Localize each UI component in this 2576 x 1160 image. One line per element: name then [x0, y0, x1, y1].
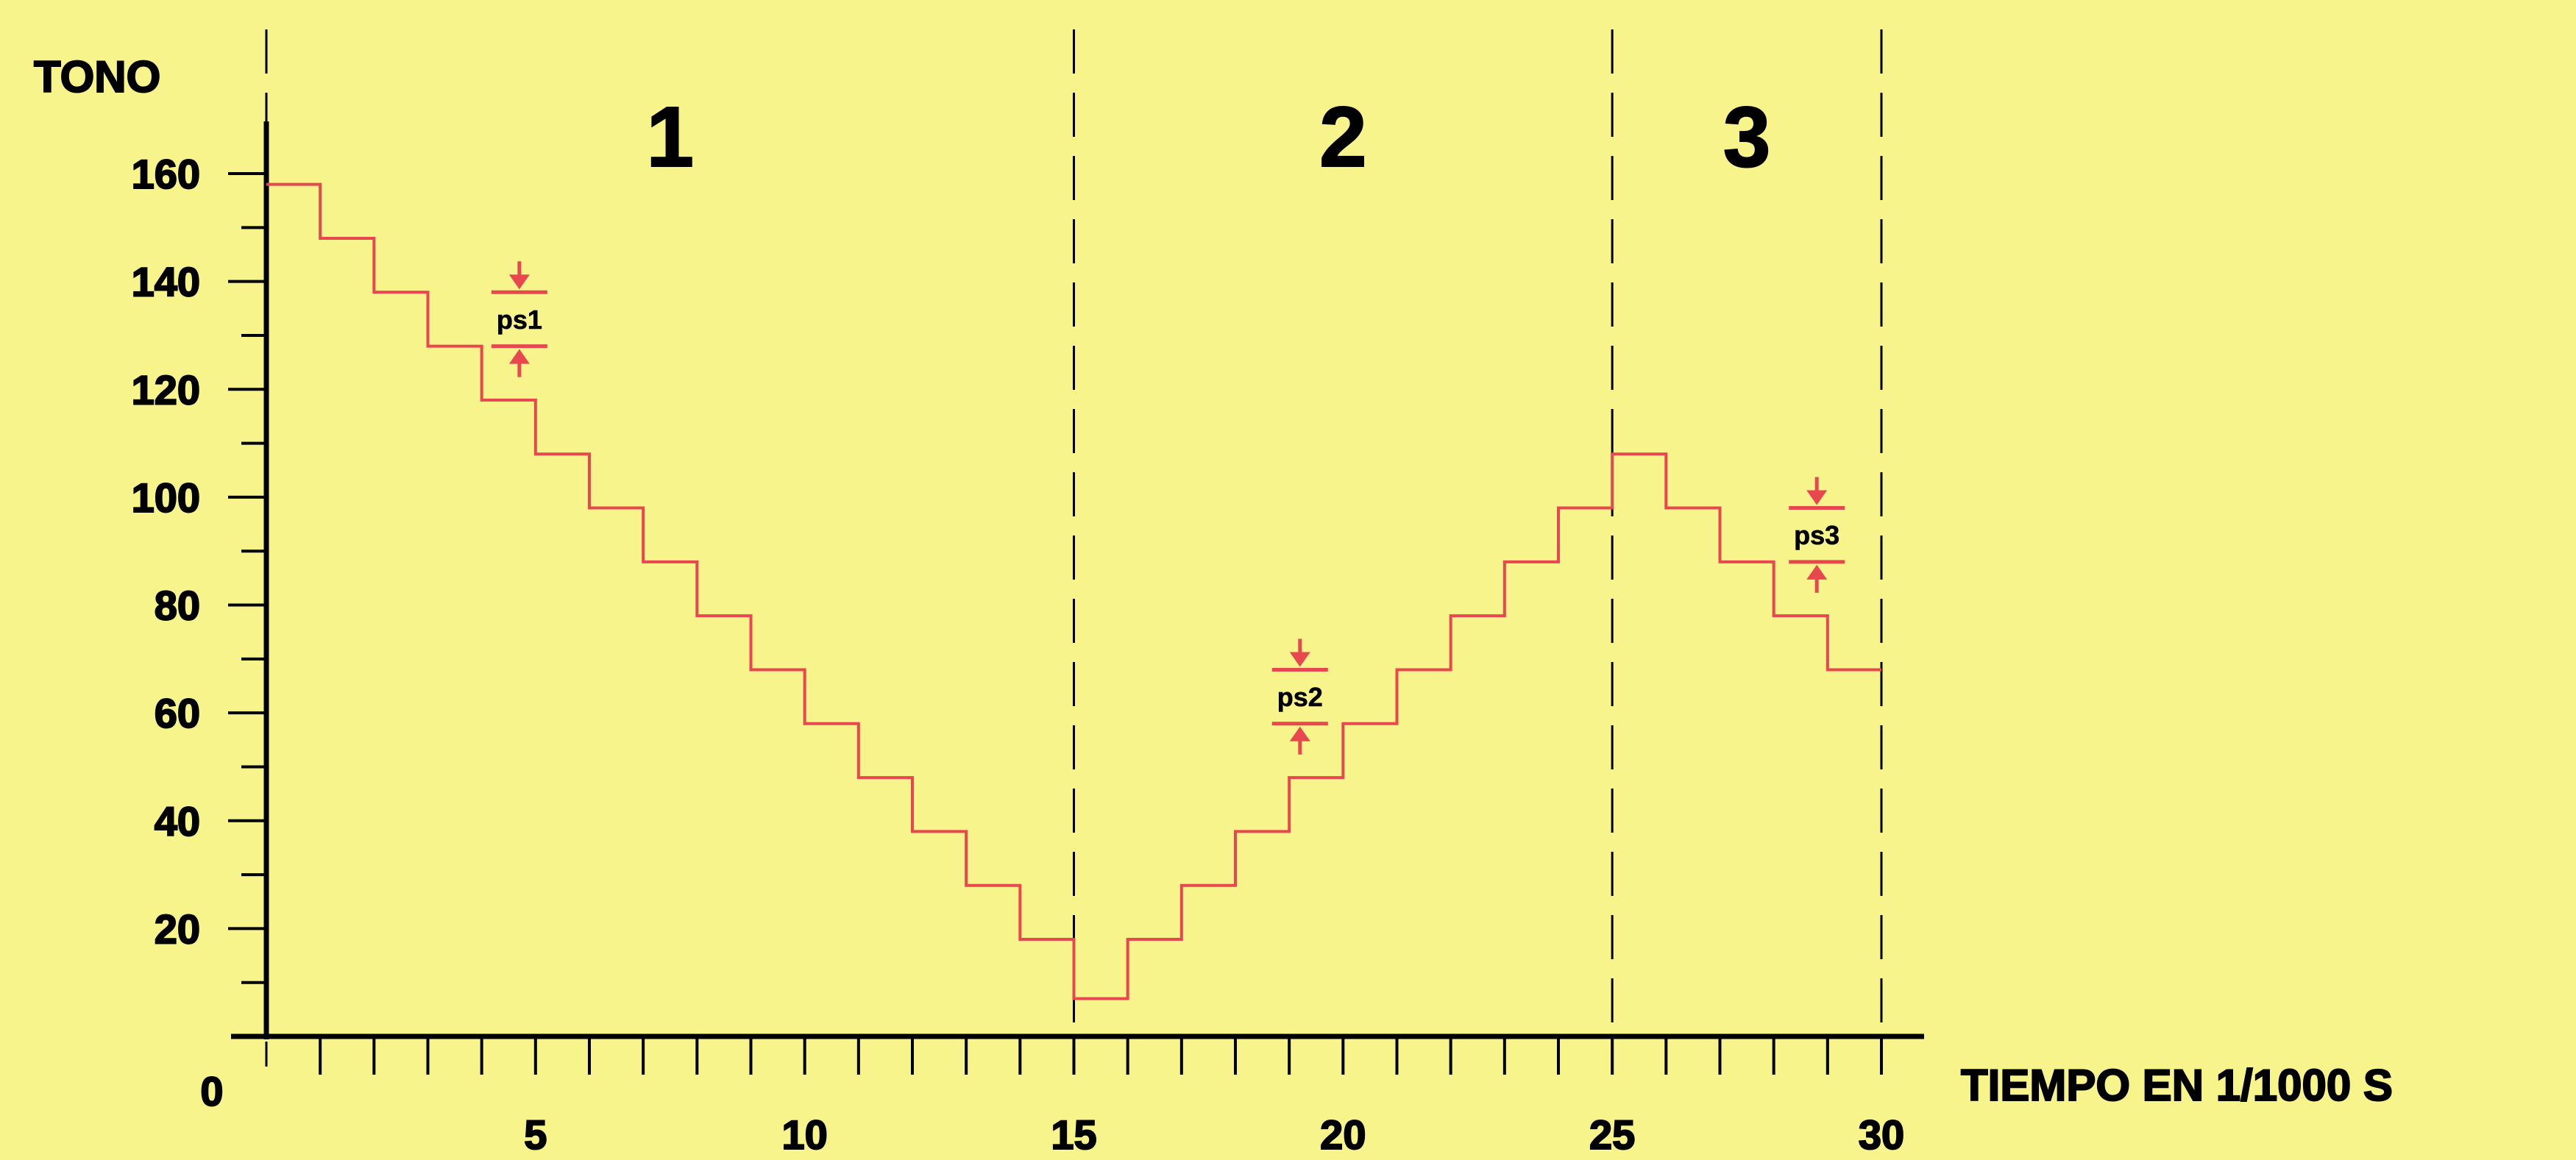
section-label-1: 1	[646, 89, 694, 185]
annotation-arrow-down-icon	[508, 274, 530, 290]
y-tick-label-40: 40	[155, 798, 200, 844]
annotation-arrow-up-icon	[508, 349, 530, 364]
annotation-arrow-down-icon	[1289, 652, 1310, 667]
annotation-ps1: ps1	[491, 261, 547, 377]
y-tick-label-60: 60	[155, 690, 200, 736]
x-tick-label-25: 25	[1589, 1111, 1635, 1158]
annotation-label-ps1: ps1	[497, 305, 542, 335]
x-tick-label-5: 5	[524, 1111, 547, 1158]
series-layer	[266, 182, 1881, 1000]
series-0-step-line	[266, 182, 1881, 1000]
y-axis-title: TONO	[34, 52, 160, 102]
y-tick-label-80: 80	[155, 583, 200, 629]
annotation-ps3: ps3	[1789, 477, 1845, 593]
x-tick-label-0: 0	[200, 1068, 223, 1114]
x-tick-label-15: 15	[1051, 1111, 1096, 1158]
y-tick-label-100: 100	[132, 474, 200, 521]
annotation-arrow-up-icon	[1289, 726, 1310, 741]
annotation-ps2: ps2	[1271, 638, 1328, 755]
x-tick-label-30: 30	[1859, 1111, 1904, 1158]
x-tick-label-10: 10	[782, 1111, 828, 1158]
annotation-arrow-down-icon	[1806, 490, 1828, 505]
section-label-2: 2	[1319, 89, 1367, 185]
y-tick-label-20: 20	[155, 905, 200, 952]
annotation-arrow-up-icon	[1806, 564, 1828, 580]
y-tick-label-140: 140	[132, 259, 200, 305]
x-axis-title: TIEMPO EN 1/1000 S	[1961, 1061, 2393, 1110]
labels: TONO TIEMPO EN 1/1000 S 2040608010012014…	[33, 51, 2394, 1159]
annotation-label-ps2: ps2	[1277, 682, 1323, 712]
axes	[228, 121, 1924, 1075]
section-label-3: 3	[1723, 89, 1771, 185]
annotations: ps1 ps2 ps3	[491, 261, 1845, 755]
y-tick-label-120: 120	[132, 366, 200, 413]
y-tick-label-160: 160	[132, 151, 200, 197]
x-tick-label-20: 20	[1320, 1111, 1366, 1158]
annotation-label-ps3: ps3	[1794, 520, 1839, 550]
